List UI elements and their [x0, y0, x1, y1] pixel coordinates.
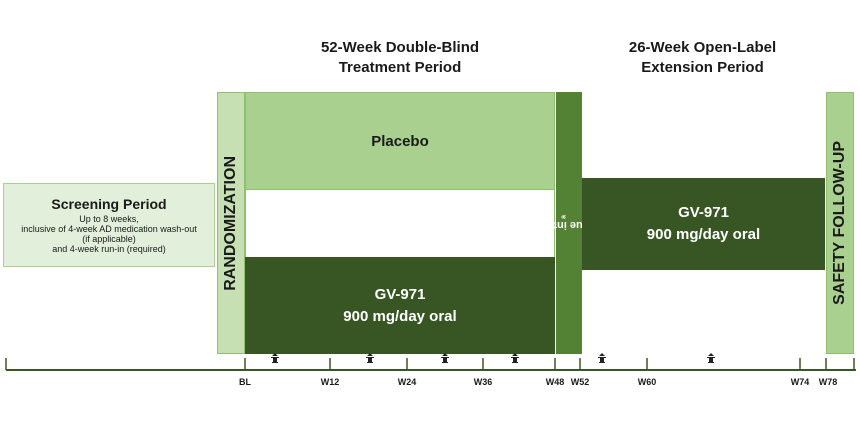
treatment-drug: GV-971 — [374, 285, 426, 303]
screening-period-box: Screening Period Up to 8 weeks, inclusiv… — [3, 183, 215, 267]
tick-label-w24: W24 — [397, 377, 417, 387]
visit-icon — [271, 353, 279, 363]
visit-icon — [366, 353, 374, 363]
tick-label-w48: W48 — [545, 377, 565, 387]
tick-label-w36: W36 — [473, 377, 493, 387]
ole-dose: 900 mg/day oral — [646, 226, 761, 243]
visit-icon — [598, 353, 606, 363]
tick-label-w78: W78 — [818, 377, 838, 387]
placebo-label: Placebo — [371, 132, 429, 150]
screening-line-1: Up to 8 weeks, — [79, 214, 139, 224]
screening-line-3: (if applicable) — [82, 234, 136, 244]
randomization-label: RANDOMIZATION — [222, 155, 239, 291]
continue-ole-bar: Continue into OLEa — [521, 92, 617, 354]
treatment-dose: 900 mg/day oral — [343, 307, 457, 325]
treatment-arm: GV-971 900 mg/day oral — [245, 257, 555, 354]
tick-label-w60: W60 — [637, 377, 657, 387]
timeline-axis — [5, 358, 856, 371]
ole-arm: GV-971 900 mg/day oral — [582, 178, 825, 270]
tick-label-w74: W74 — [790, 377, 810, 387]
visit-icon — [707, 353, 715, 363]
randomization-bar: RANDOMIZATION — [217, 92, 245, 354]
safety-followup-bar: SAFETY FOLLOW-UP — [826, 92, 854, 354]
tick-label-w52: W52 — [570, 377, 590, 387]
ole-drug: GV-971 — [678, 204, 729, 221]
tick-label-bl: BL — [239, 377, 251, 387]
open-label-heading: 26-Week Open-Label Extension Period — [628, 39, 777, 76]
screening-title: Screening Period — [51, 196, 167, 212]
visit-icon — [511, 353, 519, 363]
screening-line-4: and 4-week run-in (required) — [52, 244, 166, 254]
screening-line-2: inclusive of 4-week AD medication wash-o… — [21, 224, 197, 234]
double-blind-heading: 52-Week Double-Blind Treatment Period — [320, 39, 480, 76]
visit-icon — [441, 353, 449, 363]
placebo-arm: Placebo — [245, 92, 555, 190]
safety-followup-label: SAFETY FOLLOW-UP — [831, 141, 848, 305]
tick-label-w12: W12 — [320, 377, 340, 387]
